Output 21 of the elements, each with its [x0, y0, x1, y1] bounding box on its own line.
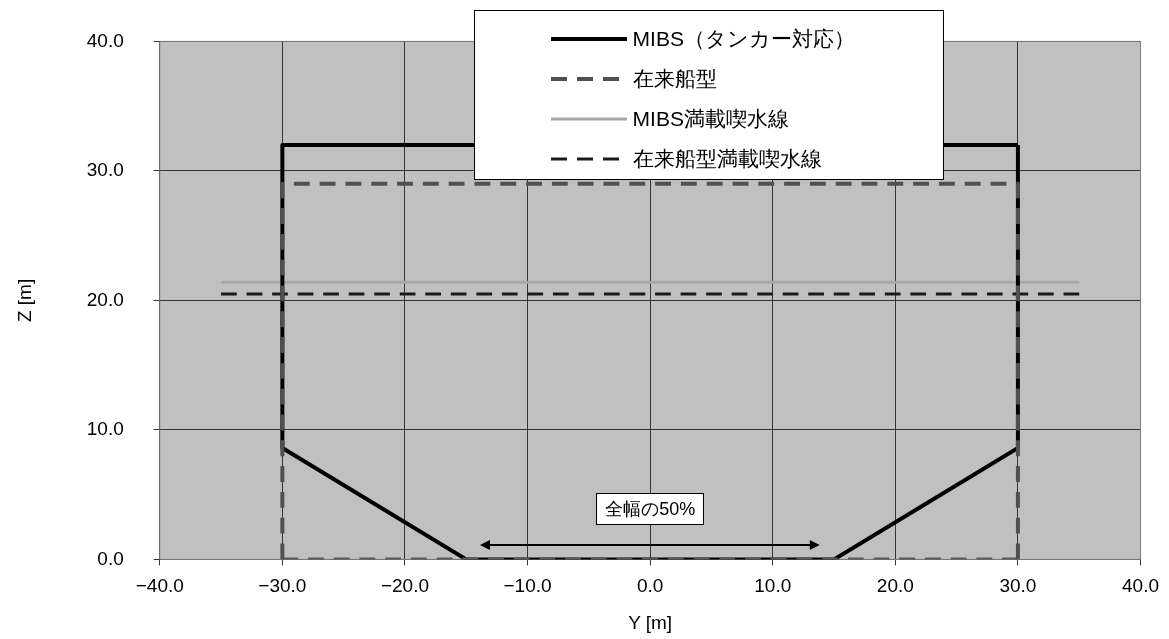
x-tick-label: 20.0	[876, 575, 914, 597]
x-tick-label: −40.0	[135, 575, 184, 597]
x-tick-label: 10.0	[754, 575, 792, 597]
y-axis-title: Z [m]	[13, 278, 35, 323]
x-axis-title: Y [m]	[628, 611, 673, 633]
y-tick-label: 30.0	[86, 159, 124, 181]
legend-label: 在来船型満載喫水線	[632, 146, 822, 172]
y-tick-label: 40.0	[86, 29, 124, 51]
legend-label: 在来船型	[632, 66, 717, 92]
y-tick-label: 20.0	[86, 288, 124, 310]
y-tick-label: 10.0	[86, 418, 124, 440]
x-tick-label: 30.0	[999, 575, 1037, 597]
legend-label: MIBS（タンカー対応）	[632, 26, 855, 52]
x-tick-label: −30.0	[258, 575, 307, 597]
annotation: 全幅の50%	[596, 493, 705, 526]
y-tick-label: 0.0	[97, 547, 124, 569]
legend-label: MIBS満載喫水線	[632, 106, 789, 132]
x-tick-label: −10.0	[503, 575, 552, 597]
x-tick-label: −20.0	[380, 575, 429, 597]
x-tick-label: 40.0	[1122, 575, 1159, 597]
x-tick-label: 0.0	[636, 575, 664, 597]
